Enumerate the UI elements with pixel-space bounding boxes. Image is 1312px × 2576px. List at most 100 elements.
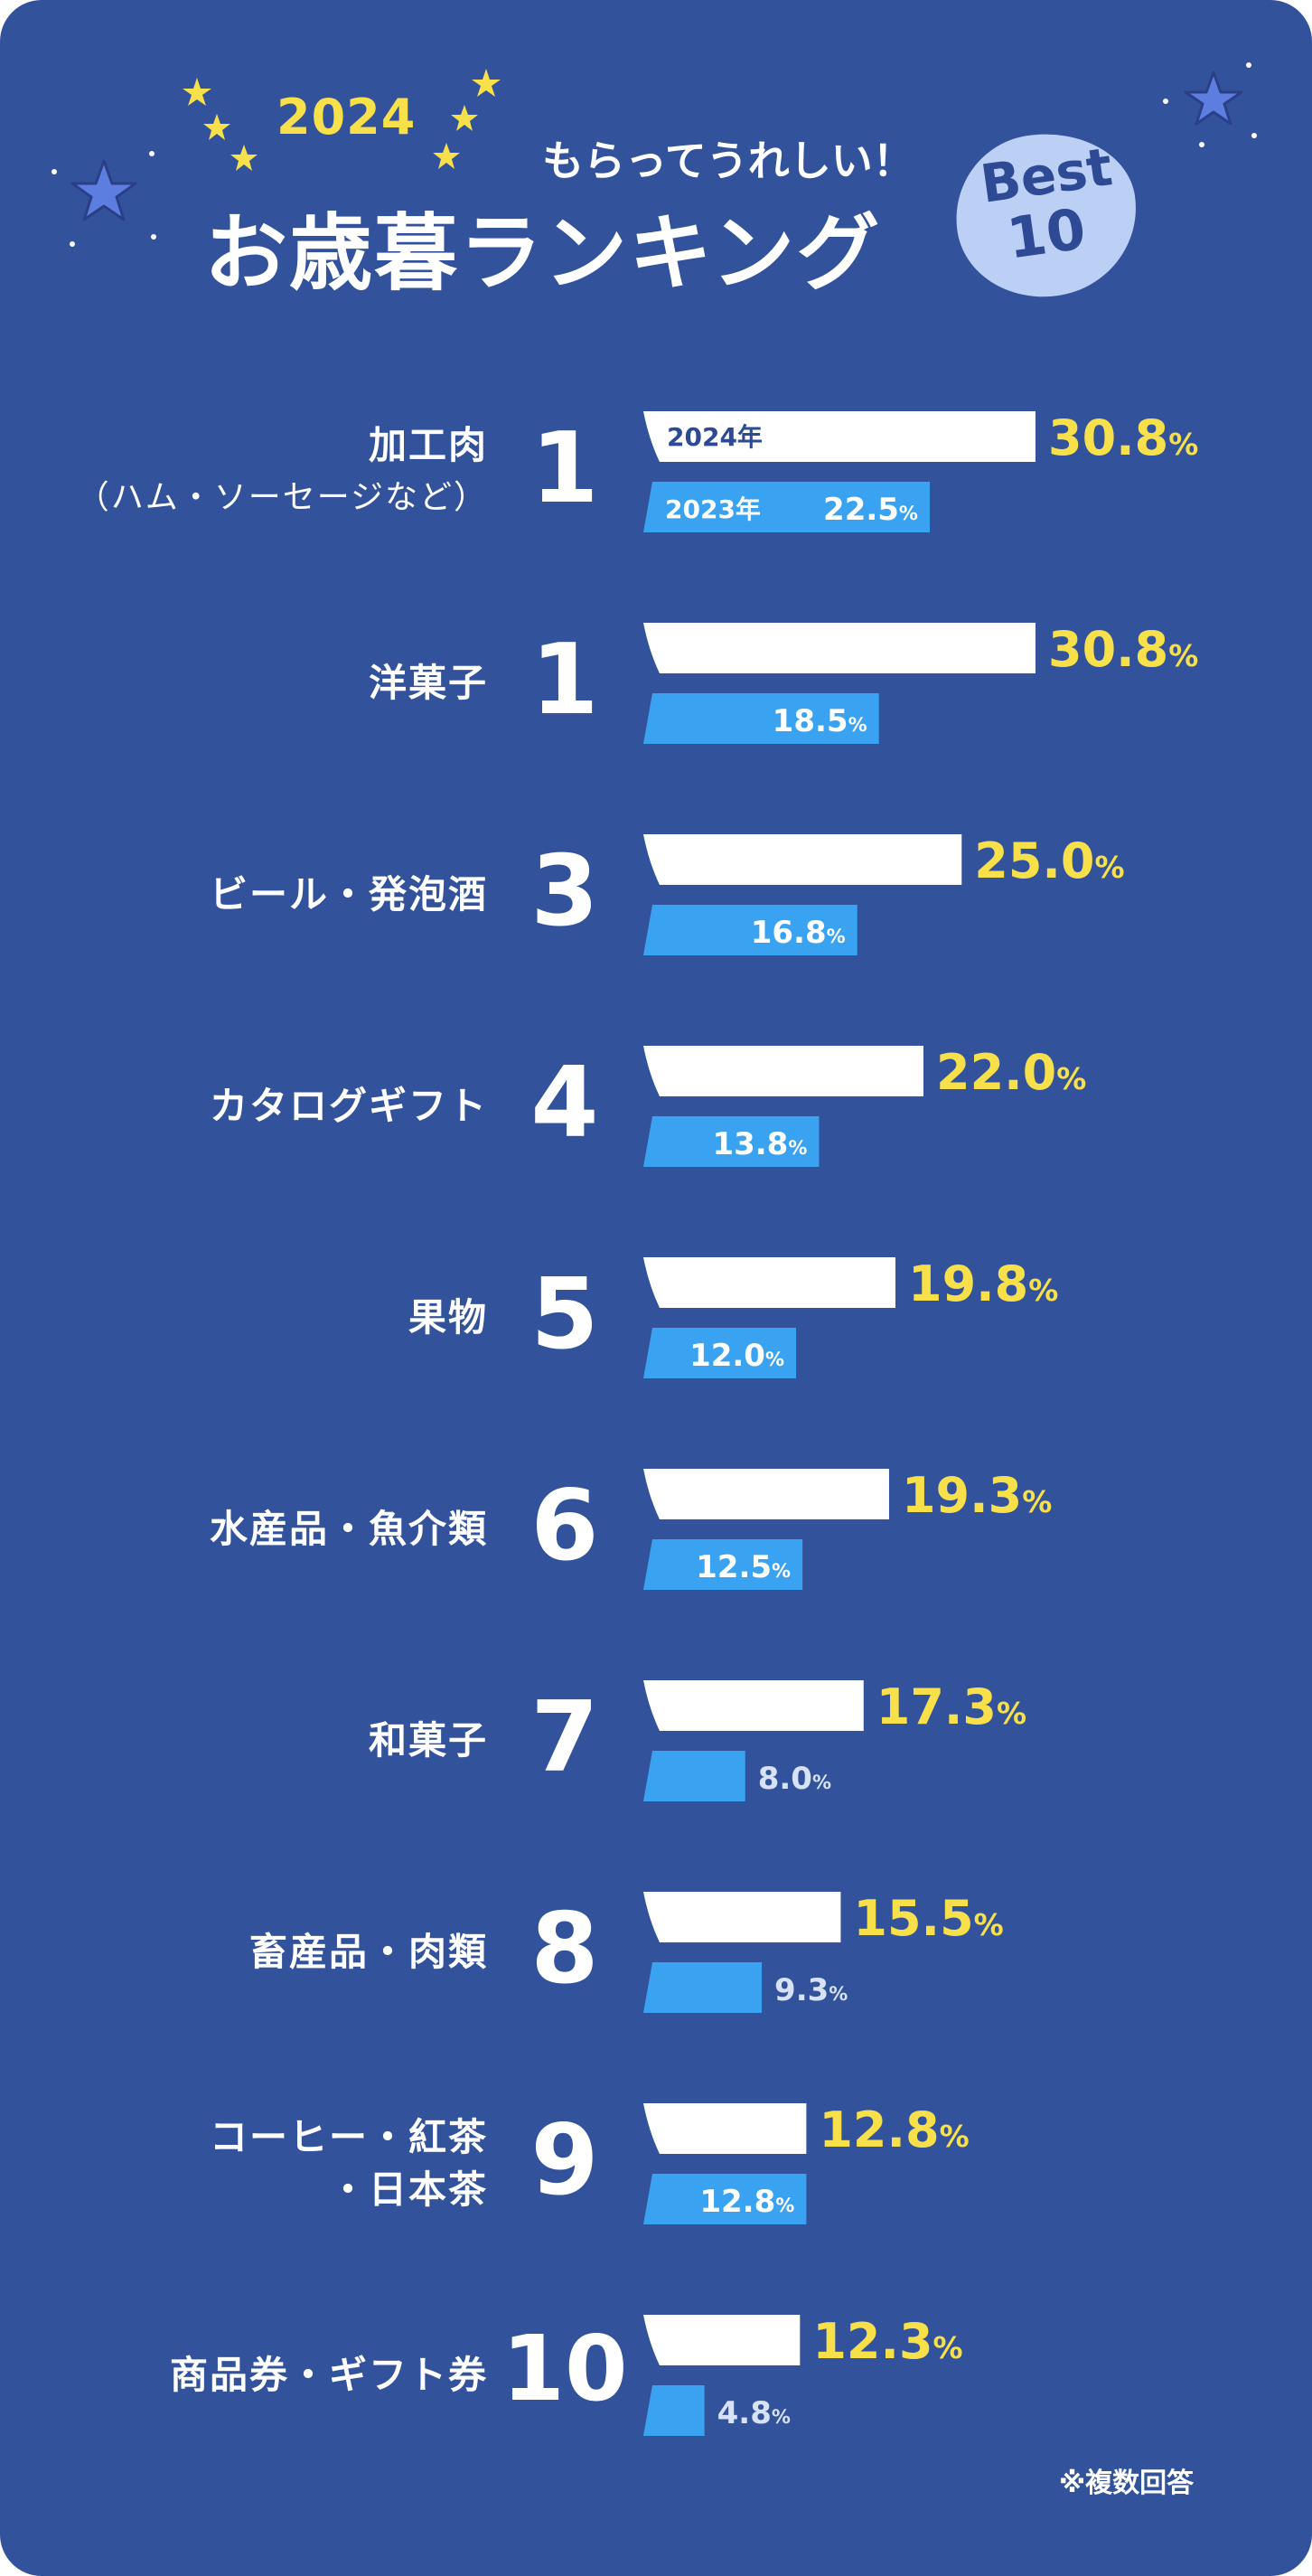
bar-2023 bbox=[643, 1116, 820, 1167]
value-label-2024-number: 15.5 bbox=[853, 1890, 973, 1947]
value-label-2023-unit: % bbox=[812, 1772, 831, 1793]
value-label-2023-number: 22.5 bbox=[823, 492, 899, 528]
value-label-2023: 12.8% bbox=[699, 2184, 794, 2220]
page-title: お歳暮ランキング bbox=[204, 205, 882, 302]
bar-2024 bbox=[643, 1469, 889, 1519]
value-label-2023: 22.5% bbox=[823, 492, 918, 528]
value-label-2024-number: 19.8 bbox=[908, 1255, 1028, 1312]
bar-2023 bbox=[643, 1751, 745, 1801]
value-label-2023-unit: % bbox=[829, 1983, 848, 2005]
value-label-2024: 17.3% bbox=[876, 1678, 1026, 1735]
sparkle-dots bbox=[52, 62, 1257, 247]
bar-2024 bbox=[643, 623, 1036, 673]
category-label-line: （ハム・ソーセージなど） bbox=[76, 479, 488, 516]
value-label-2024-number: 30.8 bbox=[1048, 409, 1168, 466]
category-label: コーヒー・紅茶 ・日本茶 bbox=[0, 2111, 488, 2216]
rank-number: 8 bbox=[530, 1893, 599, 2006]
bar-2023 bbox=[643, 1539, 803, 1590]
category-label: 水産品・魚介類 bbox=[0, 1503, 488, 1556]
header-subtitle: もらってうれしい！ bbox=[542, 136, 914, 185]
value-label-2023-number: 4.8 bbox=[717, 2395, 772, 2431]
value-label-2023-unit: % bbox=[827, 926, 846, 947]
rank-number: 1 bbox=[530, 412, 599, 525]
value-label-2024-unit: % bbox=[974, 1907, 1004, 1942]
star-icon bbox=[203, 114, 230, 140]
bar-2023 bbox=[643, 1328, 797, 1378]
value-label-2024-number: 12.3 bbox=[812, 2313, 932, 2370]
header-year: 2024 bbox=[276, 89, 417, 146]
bar-2024 bbox=[643, 834, 962, 885]
bar-2023 bbox=[643, 905, 857, 955]
bar-2024 bbox=[643, 1257, 895, 1308]
value-label-2023-unit: % bbox=[772, 1560, 791, 1582]
category-label-line: カタログギフト bbox=[209, 1084, 488, 1128]
rank-number: 4 bbox=[530, 1047, 599, 1160]
bar-2023 bbox=[643, 693, 879, 744]
value-label-2024: 30.8% bbox=[1048, 621, 1198, 678]
star-icon bbox=[433, 143, 460, 169]
value-label-2024-unit: % bbox=[933, 2330, 963, 2365]
value-label-2024: 12.8% bbox=[819, 2101, 969, 2158]
value-label-2024: 22.0% bbox=[936, 1044, 1086, 1101]
value-label-2024: 25.0% bbox=[974, 832, 1124, 889]
value-label-2024-number: 25.0 bbox=[974, 832, 1094, 889]
category-label: ビール・発泡酒 bbox=[0, 869, 488, 921]
category-label: 加工肉 （ハム・ソーセージなど） bbox=[0, 419, 488, 524]
value-label-2024: 15.5% bbox=[853, 1890, 1003, 1947]
bar-2024 bbox=[643, 2315, 801, 2365]
value-label-2023-unit: % bbox=[788, 1137, 807, 1159]
category-label: 商品券・ギフト券 bbox=[0, 2349, 488, 2402]
bar-2024 bbox=[643, 1892, 841, 1942]
value-label-2023-unit: % bbox=[848, 714, 867, 736]
value-label-2023: 8.0% bbox=[758, 1761, 831, 1797]
value-label-2024-number: 30.8 bbox=[1048, 621, 1168, 678]
rank-number: 5 bbox=[530, 1258, 599, 1371]
bar-2024 bbox=[643, 411, 1036, 462]
category-label-line: 商品券・ギフト券 bbox=[169, 2353, 488, 2397]
star-icon bbox=[472, 69, 501, 97]
value-label-2023: 4.8% bbox=[717, 2395, 791, 2431]
value-label-2024-unit: % bbox=[1168, 427, 1198, 462]
category-label: 和菓子 bbox=[0, 1715, 488, 1767]
value-label-2023: 9.3% bbox=[774, 1972, 848, 2008]
legend-2023: 2023年 bbox=[665, 494, 761, 524]
value-label-2024-unit: % bbox=[940, 2119, 970, 2154]
bar-2023 bbox=[643, 482, 931, 532]
value-label-2024-number: 22.0 bbox=[936, 1044, 1056, 1101]
category-label-line: ・日本茶 bbox=[328, 2167, 488, 2212]
category-label: 洋菓子 bbox=[0, 657, 488, 710]
rank-number: 6 bbox=[530, 1470, 599, 1583]
star-icon bbox=[451, 105, 478, 131]
value-label-2023-unit: % bbox=[772, 2406, 791, 2428]
value-label-2023-number: 18.5 bbox=[773, 703, 848, 739]
value-label-2024-unit: % bbox=[1022, 1484, 1052, 1519]
star-icon bbox=[230, 145, 258, 171]
footnote: ※複数回答 bbox=[1059, 2468, 1195, 2499]
value-label-2024-unit: % bbox=[997, 1696, 1026, 1731]
value-label-2023-number: 12.8 bbox=[699, 2184, 775, 2220]
value-label-2024-unit: % bbox=[1168, 638, 1198, 673]
value-label-2023-number: 12.0 bbox=[689, 1338, 765, 1374]
bar-2023 bbox=[643, 2385, 705, 2436]
bar-2023 bbox=[643, 2174, 807, 2224]
rank-number: 1 bbox=[530, 624, 599, 737]
value-label-2023-unit: % bbox=[899, 503, 918, 524]
value-label-2023-number: 9.3 bbox=[774, 1972, 829, 2008]
legend-2024: 2024年 bbox=[667, 422, 763, 452]
value-label-2023: 12.0% bbox=[689, 1338, 784, 1374]
header-decoration bbox=[52, 62, 1257, 247]
category-label-line: 洋菓子 bbox=[368, 661, 488, 705]
value-label-2023-number: 8.0 bbox=[758, 1761, 812, 1797]
value-label-2023: 16.8% bbox=[751, 915, 846, 951]
bar-2024 bbox=[643, 1680, 864, 1731]
bar-2023 bbox=[643, 1962, 763, 2013]
value-label-2023-number: 13.8 bbox=[712, 1126, 788, 1162]
value-label-2024: 19.8% bbox=[908, 1255, 1058, 1312]
value-label-2023: 18.5% bbox=[773, 703, 867, 739]
value-label-2023-unit: % bbox=[775, 2195, 794, 2216]
value-label-2023-number: 16.8 bbox=[751, 915, 827, 951]
category-label-line: 加工肉 bbox=[368, 423, 488, 467]
rank-number: 9 bbox=[530, 2104, 599, 2217]
